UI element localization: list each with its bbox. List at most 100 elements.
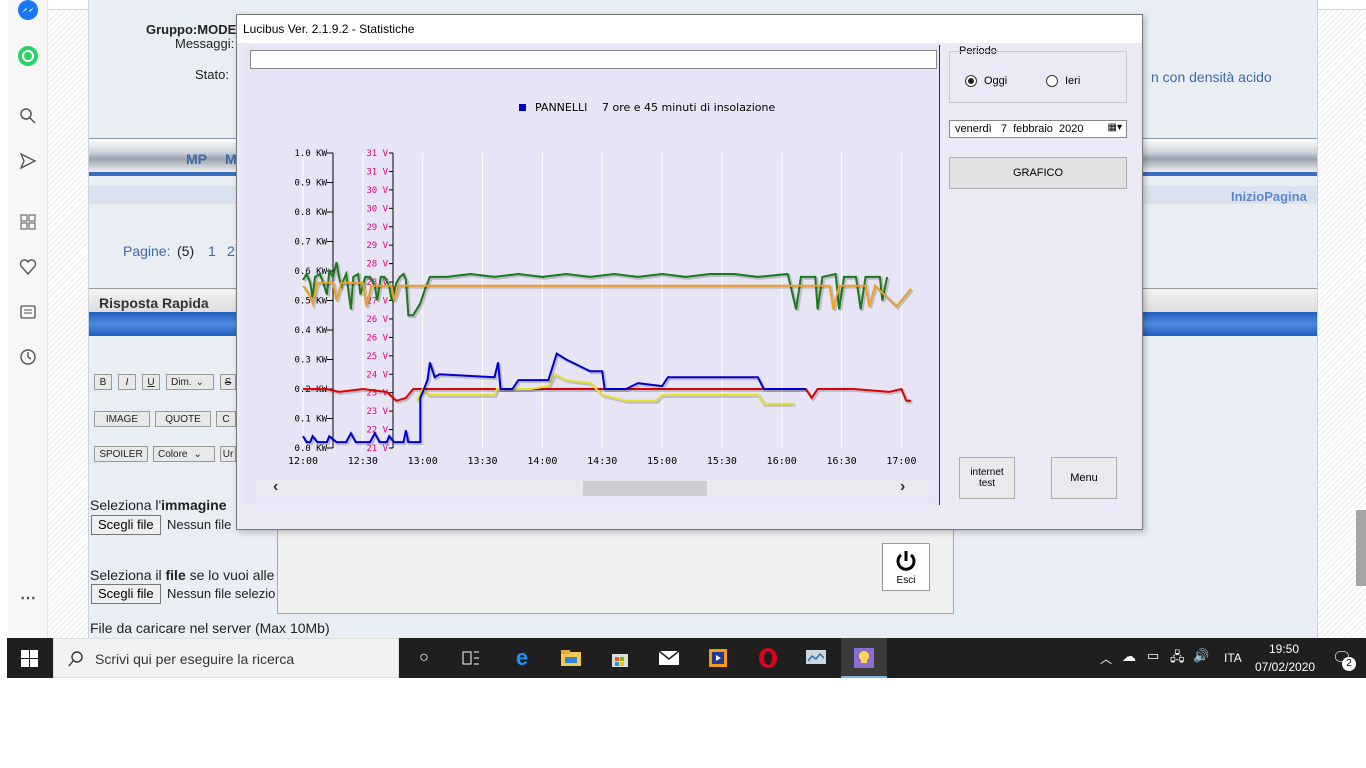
quote-button[interactable]: QUOTE <box>155 411 211 427</box>
url-button[interactable]: Ur <box>220 446 236 462</box>
file-caricare-label: File da caricare nel server (Max 10Mb) <box>90 620 330 636</box>
v-tick-label: 28 V <box>366 260 388 270</box>
whatsapp-icon[interactable] <box>16 44 40 68</box>
v-tick-label: 30 V <box>366 186 388 196</box>
internet-test-line1: internet <box>970 467 1004 478</box>
v-tick-label: 26 V <box>366 315 388 325</box>
network-icon[interactable]: 🖧 <box>1170 649 1185 664</box>
radio-oggi[interactable] <box>965 75 977 87</box>
v-tick-label: 28 V <box>366 278 388 288</box>
x-tick-label: 12:00 <box>288 456 318 467</box>
nav-m-link[interactable]: M <box>225 151 237 167</box>
series-line <box>302 352 806 444</box>
exit-button[interactable]: Esci <box>882 543 930 591</box>
image-button[interactable]: IMAGE <box>94 411 150 427</box>
clock-date[interactable]: 07/02/2020 <box>1255 660 1316 674</box>
radio-oggi-label[interactable]: Oggi <box>984 75 1008 87</box>
scroll-left-icon[interactable]: ‹ <box>273 478 279 495</box>
v-tick-label: 31 V <box>366 167 388 177</box>
exit-button-label: Esci <box>896 574 916 586</box>
italic-button[interactable]: I <box>118 374 136 390</box>
x-tick-label: 12:30 <box>348 456 378 467</box>
chevron-down-icon: ⌄ <box>195 376 204 388</box>
scegli-file-button-2[interactable]: Scegli file <box>91 584 161 604</box>
gruppo-label: Gruppo:MODE <box>146 22 237 37</box>
seleziona-file-post: se lo vuoi alle <box>185 567 275 583</box>
bold-button[interactable]: B <box>94 374 112 390</box>
pagine-link-2[interactable]: 2 <box>227 243 235 259</box>
monitor-app-icon[interactable] <box>804 646 828 670</box>
date-picker[interactable]: venerdì 7 febbraio 2020 ▦▾ <box>949 120 1127 138</box>
grafico-button[interactable]: GRAFICO <box>949 157 1127 189</box>
page-scrollbar-thumb[interactable] <box>1356 510 1366 586</box>
send-icon[interactable] <box>16 149 40 173</box>
nessun-file-1: Nessun file <box>167 517 232 532</box>
radio-ieri-label[interactable]: Ieri <box>1065 75 1081 87</box>
legend-text: 7 ore e 45 minuti di insolazione <box>602 101 775 114</box>
kw-tick-label: 0.3 KW <box>294 356 327 366</box>
seleziona-immagine-bold: immagine <box>161 497 227 513</box>
x-tick-label: 16:30 <box>827 456 857 467</box>
battery-icon[interactable]: ▭ <box>1147 648 1160 663</box>
inizio-pagina-link[interactable]: InizioPagina <box>1231 189 1307 204</box>
edge-browser-icon[interactable]: e <box>515 645 529 670</box>
v-tick-label: 23 V <box>366 407 388 417</box>
tray-show-hidden-icon[interactable]: ︿ <box>1100 652 1113 666</box>
pagine-link-1[interactable]: 1 <box>208 243 216 259</box>
history-icon[interactable] <box>16 345 40 369</box>
media-player-icon[interactable] <box>706 646 730 670</box>
scegli-file-button-1[interactable]: Scegli file <box>91 515 161 535</box>
scrollbar-thumb[interactable] <box>583 481 707 496</box>
apps-icon[interactable] <box>16 210 40 234</box>
volume-icon[interactable]: 🔊 <box>1193 648 1210 663</box>
code-button[interactable]: C <box>216 411 236 427</box>
underline-button[interactable]: U <box>142 374 160 390</box>
chart-horizontal-scrollbar[interactable]: ‹ › <box>257 478 929 497</box>
menu-button[interactable]: Menu <box>1051 457 1117 499</box>
chart-top-field[interactable] <box>250 50 937 69</box>
task-view-icon[interactable] <box>459 646 483 670</box>
file-explorer-icon[interactable] <box>559 646 583 670</box>
cortana-icon[interactable]: ○ <box>419 649 429 666</box>
chart-grid <box>302 153 902 448</box>
search-icon[interactable] <box>16 104 40 128</box>
seleziona-file-bold: file <box>165 567 186 583</box>
opera-icon[interactable] <box>756 646 780 670</box>
strike-button[interactable]: S <box>220 374 236 390</box>
chart-panel: 12:00 12:30 13:00 13:30 14:00 14:30 15:00 15:30… <box>243 45 940 505</box>
onedrive-icon[interactable]: ☁ <box>1122 648 1136 664</box>
language-indicator[interactable]: ITA <box>1224 651 1242 665</box>
scroll-right-icon[interactable]: › <box>900 478 906 495</box>
calendar-icon[interactable]: ▦▾ <box>1107 122 1122 133</box>
window-title: Lucibus Ver. 2.1.9.2 - Statistiche <box>237 15 1142 43</box>
collections-icon[interactable] <box>16 300 40 324</box>
kw-tick-label: 0.1 KW <box>294 415 327 425</box>
date-weekday: venerdì <box>955 123 992 135</box>
nessun-file-2: Nessun file selezio <box>167 586 276 601</box>
more-icon[interactable]: ⋯ <box>20 590 36 607</box>
chart-series <box>302 261 914 446</box>
date-month: febbraio <box>1013 123 1053 135</box>
internet-test-button[interactable]: internet test <box>959 457 1015 499</box>
seleziona-file-pre: Seleziona il <box>90 567 166 583</box>
clock-time[interactable]: 19:50 <box>1269 642 1300 656</box>
size-select[interactable]: Dim. ⌄ <box>166 374 214 390</box>
nav-mp-link[interactable]: MP <box>186 151 207 167</box>
x-tick-label: 17:00 <box>886 456 916 467</box>
windows-start-icon[interactable] <box>21 650 39 673</box>
store-icon[interactable] <box>608 646 632 670</box>
kw-tick-label: 0.4 KW <box>294 326 327 336</box>
controls-panel: Periodo Oggi Ieri venerdì 7 febbraio 202… <box>947 45 1139 525</box>
legend-swatch <box>519 104 526 111</box>
radio-ieri[interactable] <box>1046 75 1058 87</box>
spoiler-button[interactable]: SPOILER <box>94 446 148 462</box>
mail-icon[interactable] <box>657 646 681 670</box>
lucibus-app-icon[interactable] <box>852 646 876 670</box>
v-tick-label: 30 V <box>366 204 388 214</box>
v-tick-label: 24 V <box>366 370 388 380</box>
taskbar-search[interactable]: Scrivi qui per eseguire la ricerca <box>53 638 399 678</box>
messenger-icon[interactable] <box>16 0 40 22</box>
v-tick-label: 29 V <box>366 223 388 233</box>
colore-select[interactable]: Colore ⌄ <box>153 446 215 462</box>
heart-icon[interactable] <box>16 255 40 279</box>
